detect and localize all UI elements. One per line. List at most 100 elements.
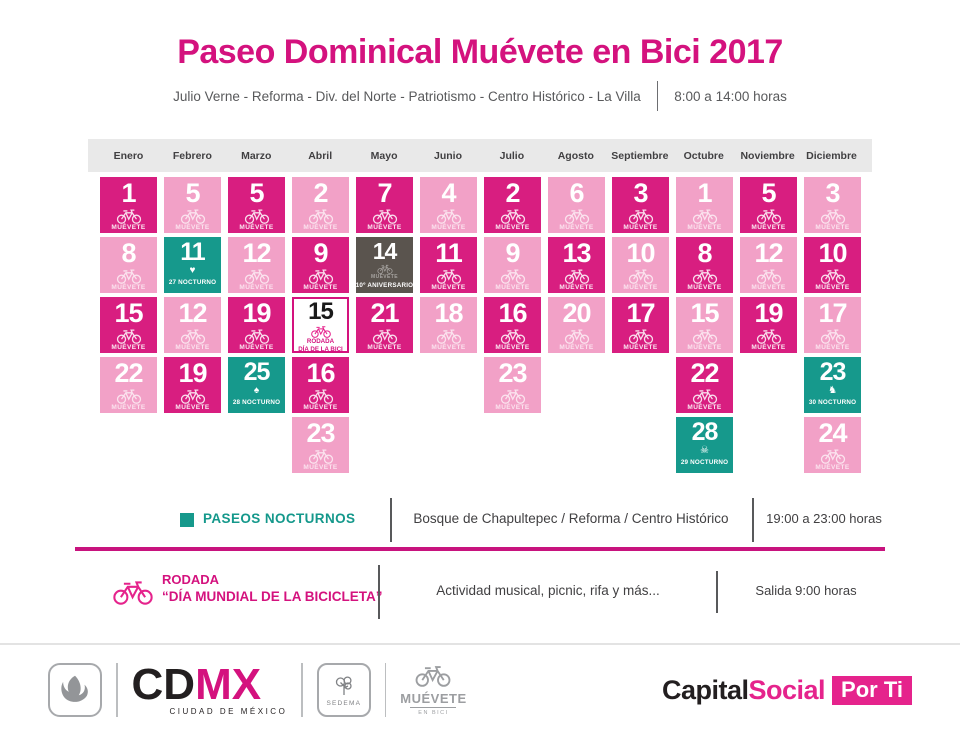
tree-icon — [335, 676, 352, 695]
calendar-cell: 3 MUÉVETE — [612, 177, 669, 234]
muevete-brand: MUÉVETE — [751, 344, 786, 352]
day-number: 4 — [441, 178, 456, 209]
cdmx-subtitle: CIUDAD DE MÉXICO — [169, 707, 288, 717]
muevete-brand: MUÉVETE — [687, 224, 722, 232]
bike-icon — [820, 268, 846, 285]
muevete-brand: MUÉVETE — [175, 344, 210, 352]
bike-icon — [308, 388, 334, 405]
route-text: Julio Verne - Reforma - Div. del Norte -… — [173, 88, 641, 104]
month-column: 3 MUÉVETE 10 MUÉVETE 17 MUÉVETE — [612, 177, 669, 473]
muevete-brand: MUÉVETE — [303, 404, 338, 412]
legend-paseos-nocturnos: PASEOS NOCTURNOS Bosque de Chapultepec /… — [0, 497, 960, 543]
day-number: 12 — [178, 298, 207, 329]
month-column: 5 MUÉVETE 12 MUÉVETE 19 MUÉVETE — [740, 177, 797, 473]
calendar-cell: 25 ♠ 28 NOCTURNO — [228, 357, 285, 414]
day-number: 1 — [121, 178, 136, 209]
calendar-cell: 18 MUÉVETE — [420, 297, 477, 354]
bike-icon — [436, 328, 462, 345]
cell-event-label: 27 NOCTURNO — [168, 279, 217, 287]
header: Paseo Dominical Muévete en Bici 2017 Jul… — [0, 0, 960, 112]
month-column: 4 MUÉVETE 11 MUÉVETE 18 MUÉVETE — [420, 177, 477, 473]
day-number: 5 — [185, 178, 200, 209]
muevete-brand: MUÉVETE — [175, 224, 210, 232]
divider — [716, 571, 718, 614]
day-number: 19 — [754, 298, 783, 329]
teal-swatch-icon — [180, 513, 194, 528]
muevete-brand: MUÉVETE — [175, 404, 210, 412]
divider — [656, 81, 659, 112]
bicycle-icon — [414, 664, 452, 692]
calendar-cell: 14 MUÉVETE 10º ANIVERSARIO — [356, 237, 413, 294]
calendar-cell: 15 MUÉVETE — [100, 297, 157, 354]
calendar-cell: 10 MUÉVETE — [804, 237, 861, 294]
muevete-brand: MUÉVETE — [431, 224, 466, 232]
bike-icon — [564, 268, 590, 285]
month-column: 2 MUÉVETE 9 MUÉVETE 15 RODADA DÍA DE LA BICI 16… — [292, 177, 349, 474]
bike-icon — [244, 268, 270, 285]
hours-text: 8:00 a 14:00 horas — [674, 88, 787, 104]
month-column: 1 MUÉVETE 8 MUÉVETE 15 MUÉVETE 22 MUÉVETE 28 ☠ 29 … — [676, 177, 733, 474]
bike-icon — [500, 328, 526, 345]
calendar-cell: 17 MUÉVETE — [612, 297, 669, 354]
calendar-cell: 1 MUÉVETE — [676, 177, 733, 234]
day-number: 15 — [690, 298, 719, 329]
day-number: 19 — [178, 358, 207, 389]
muevete-brand: MUÉVETE — [431, 344, 466, 352]
day-number: 24 — [818, 418, 847, 449]
rodada-title: RODADA — [162, 572, 220, 588]
rodada-hours: Salida 9:00 horas — [755, 583, 857, 599]
cdmx-cd: CD — [131, 659, 196, 709]
muevete-brand: MUÉVETE — [751, 224, 786, 232]
day-number: 5 — [761, 178, 776, 209]
day-number: 10 — [626, 238, 655, 269]
day-number: 12 — [242, 238, 271, 269]
bike-icon — [308, 268, 334, 285]
month-label: Junio — [433, 149, 462, 162]
month-label: Abril — [308, 149, 333, 162]
bike-icon — [500, 388, 526, 405]
cell-event-label: DÍA DE LA BICI — [298, 346, 343, 354]
calendar-cell: 5 MUÉVETE — [740, 177, 797, 234]
legend-nocturnos-label: PASEOS NOCTURNOS — [203, 511, 356, 527]
muevete-brand: MUÉVETE — [559, 224, 594, 232]
bike-icon — [820, 208, 846, 225]
day-number: 22 — [690, 358, 719, 389]
day-number: 3 — [633, 178, 648, 209]
footer-separator — [0, 643, 960, 646]
bike-icon — [244, 208, 270, 225]
bike-icon — [628, 328, 654, 345]
bike-icon — [308, 208, 334, 225]
month-label: Septiembre — [611, 149, 669, 162]
divider — [390, 498, 392, 543]
divider — [378, 565, 380, 620]
day-number: 23 — [306, 418, 335, 449]
day-number: 8 — [121, 238, 136, 269]
calendar-cell: 23 MUÉVETE — [292, 417, 349, 474]
bike-icon — [692, 388, 718, 405]
day-number: 13 — [562, 238, 591, 269]
bike-icon — [116, 328, 142, 345]
day-number: 18 — [434, 298, 463, 329]
muevete-en-bici-logo: MUÉVETE EN BICI — [400, 664, 466, 716]
day-number: 9 — [313, 238, 328, 269]
day-number: 23 — [819, 358, 847, 387]
calendar-cell: 15 RODADA DÍA DE LA BICI — [292, 297, 349, 353]
bike-icon — [436, 268, 462, 285]
day-number: 15 — [308, 298, 334, 326]
calendar-cell: 6 MUÉVETE — [548, 177, 605, 234]
muevete-text: MUÉVETE — [400, 691, 467, 707]
bike-icon — [500, 268, 526, 285]
legend-rodada: RODADA “DÍA MUNDIAL DE LA BICICLETA” Act… — [0, 563, 960, 621]
muevete-brand: MUÉVETE — [687, 284, 722, 292]
legend-nocturnos-hours: 19:00 a 23:00 horas — [766, 511, 882, 527]
calendar-cell: 19 MUÉVETE — [228, 297, 285, 354]
calendar-cell: 5 MUÉVETE — [164, 177, 221, 234]
day-number: 3 — [825, 178, 840, 209]
bike-icon — [372, 328, 398, 345]
bike-icon — [500, 208, 526, 225]
day-number: 28 — [691, 418, 719, 447]
day-number: 2 — [313, 178, 328, 209]
bike-icon — [628, 208, 654, 225]
muevete-brand: MUÉVETE — [495, 224, 530, 232]
